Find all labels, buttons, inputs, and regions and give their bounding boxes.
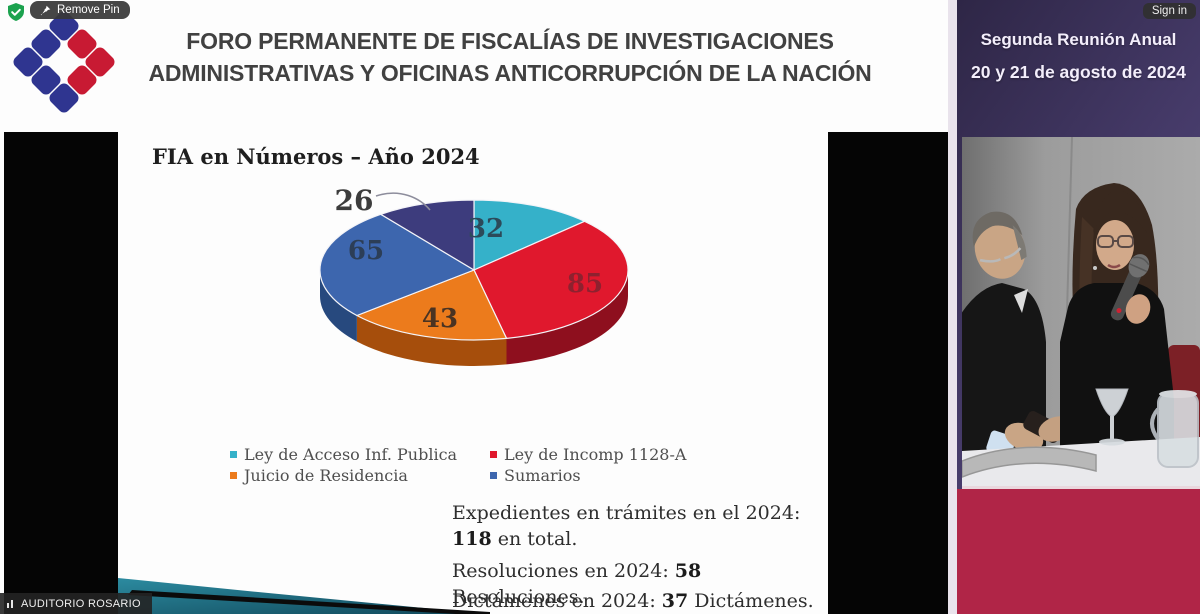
- legend-swatch-residencia: [230, 472, 237, 479]
- pie-slice-incomp: [473, 220, 629, 340]
- legend-swatch-incomp: [490, 451, 497, 458]
- nametag-label: AUDITORIO ROSARIO: [21, 597, 141, 610]
- legend-label-residencia: Juicio de Residencia: [244, 466, 408, 485]
- pie-side-orange: [356, 315, 507, 366]
- legend-swatch-acceso: [230, 451, 237, 458]
- wine-glass: [1095, 388, 1129, 446]
- pillarbox-right: [828, 132, 948, 614]
- panel-red-banner: [957, 489, 1200, 614]
- video-bottom-border: [962, 486, 1200, 489]
- legend-label-incomp: Ley de Incomp 1128-A: [504, 445, 687, 464]
- org-logo: [11, 9, 117, 115]
- pie-label-85: 85: [567, 269, 603, 299]
- remove-pin-label: Remove Pin: [57, 4, 120, 16]
- legend-item-incomp: Ley de Incomp 1128-A: [490, 445, 686, 464]
- pie-label-32: 32: [468, 214, 504, 244]
- participant-nametag: AUDITORIO ROSARIO: [0, 593, 152, 614]
- speaker-panel: Segunda Reunión Anual 20 y 21 de agosto …: [957, 0, 1200, 614]
- event-title: Segunda Reunión Anual: [980, 30, 1177, 49]
- slide-title: FIA en Números – Año 2024: [152, 144, 480, 169]
- pie-slice-quinto: [379, 199, 475, 272]
- audio-level-icon: [7, 600, 13, 608]
- legend-item-acceso: Ley de Acceso Inf. Publica: [230, 445, 457, 464]
- legend-label-acceso: Ley de Acceso Inf. Publica: [244, 445, 458, 464]
- panel-divider: [948, 0, 957, 614]
- pie-side-blue: [319, 270, 357, 342]
- header-title-line2: ADMINISTRATIVAS Y OFICINAS ANTICORRUPCIÓ…: [148, 60, 872, 86]
- pushpin-icon: [40, 5, 51, 15]
- pie-slice-sumarios: [319, 213, 476, 317]
- pie-label-65: 65: [348, 236, 384, 266]
- remove-pin-button[interactable]: Remove Pin: [30, 1, 130, 19]
- pie-side-red: [506, 270, 628, 365]
- legend-swatch-sumarios: [490, 472, 497, 479]
- glass-pitcher: [1150, 390, 1199, 468]
- shared-screen-region: FORO PERMANENTE DE FISCALÍAS DE INVESTIG…: [0, 0, 950, 614]
- note-resoluciones: Resoluciones en 2024: 58 Resoluciones.: [452, 560, 702, 608]
- pie-label-43: 43: [422, 304, 458, 334]
- slide-footer-decoration: [118, 578, 490, 614]
- security-shield-icon[interactable]: [6, 2, 26, 22]
- pie-slice-residencia: [355, 269, 508, 341]
- earring: [1093, 266, 1097, 270]
- pie-label-26: 26: [335, 184, 374, 217]
- participant-video[interactable]: [962, 137, 1200, 487]
- note-expedientes: Expedientes en trámites en el 2024: 118 …: [452, 502, 801, 550]
- pillarbox-left: [4, 132, 118, 614]
- person-right: [1060, 183, 1174, 487]
- legend-item-sumarios: Sumarios: [490, 466, 581, 485]
- pie-slice-acceso: [473, 199, 587, 271]
- sign-in-button[interactable]: Sign in: [1142, 3, 1196, 19]
- pie-chart: 26 32 85 43 65: [319, 184, 629, 366]
- microphone-icon: [1110, 254, 1150, 321]
- legend-label-sumarios: Sumarios: [504, 466, 581, 485]
- glasses-left: [979, 247, 1022, 263]
- legend-item-residencia: Juicio de Residencia: [230, 466, 408, 485]
- note-dictamenes: Dictámenes en 2024: 37 Dictámenes.: [452, 590, 814, 612]
- header-title-line1: FORO PERMANENTE DE FISCALÍAS DE INVESTIG…: [186, 28, 834, 54]
- event-date: 20 y 21 de agosto de 2024: [971, 62, 1186, 82]
- label-leader-line: [375, 192, 431, 211]
